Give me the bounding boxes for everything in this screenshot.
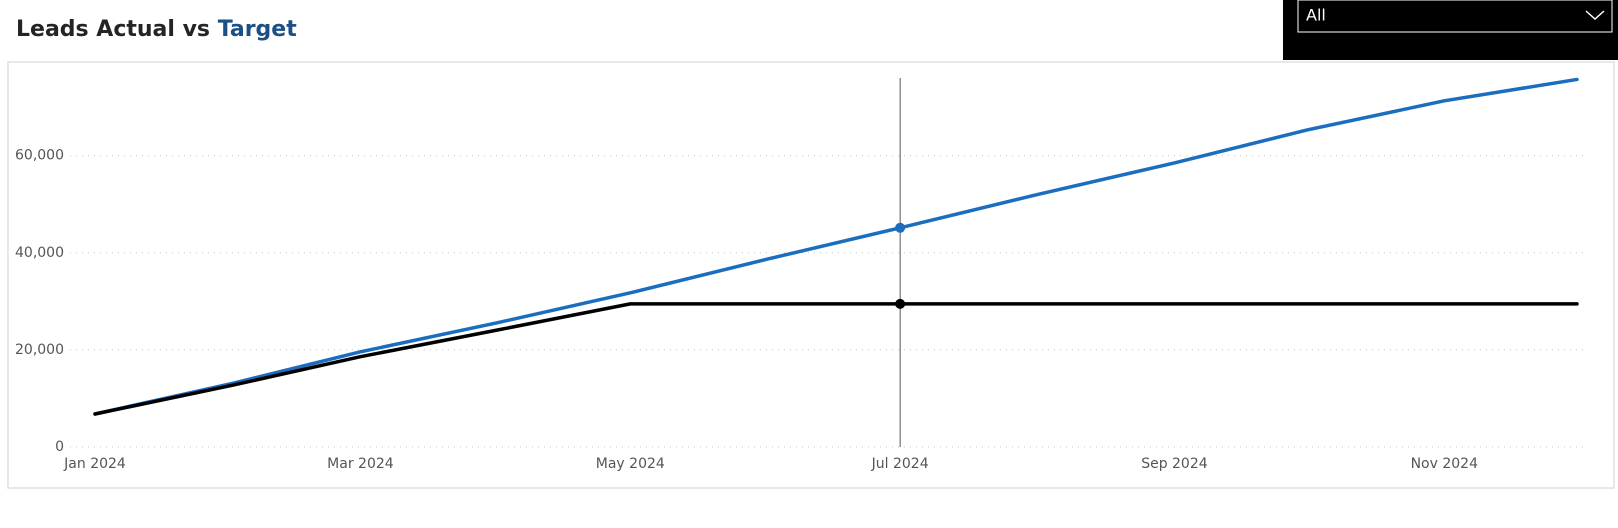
filter-dropdown[interactable] bbox=[1297, 0, 1613, 33]
chart-title: Leads Actual vs Target bbox=[16, 17, 297, 42]
hover-marker bbox=[895, 298, 906, 309]
y-tick-label: 60,000 bbox=[15, 148, 64, 164]
dropdown-arrow bbox=[1585, 10, 1605, 21]
y-tick-label: 40,000 bbox=[15, 245, 64, 261]
x-tick-label: Nov 2024 bbox=[1411, 456, 1478, 472]
series-line bbox=[93, 77, 1579, 416]
x-tick-label: Mar 2024 bbox=[327, 456, 394, 472]
title-text: Leads Actual vs bbox=[16, 17, 210, 42]
series-line bbox=[93, 302, 1579, 416]
hover-marker bbox=[895, 222, 906, 233]
chart-frame bbox=[7, 61, 1615, 489]
x-tick-label: Jan 2024 bbox=[63, 456, 126, 472]
y-tick-label: 20,000 bbox=[15, 342, 64, 358]
x-tick-label: Sep 2024 bbox=[1141, 456, 1208, 472]
y-tick-label: 0 bbox=[55, 439, 64, 455]
filter-value: All bbox=[1306, 6, 1326, 25]
title-highlight: Target bbox=[218, 17, 298, 42]
x-tick-label: Jul 2024 bbox=[871, 456, 929, 472]
x-tick-label: May 2024 bbox=[596, 456, 665, 472]
